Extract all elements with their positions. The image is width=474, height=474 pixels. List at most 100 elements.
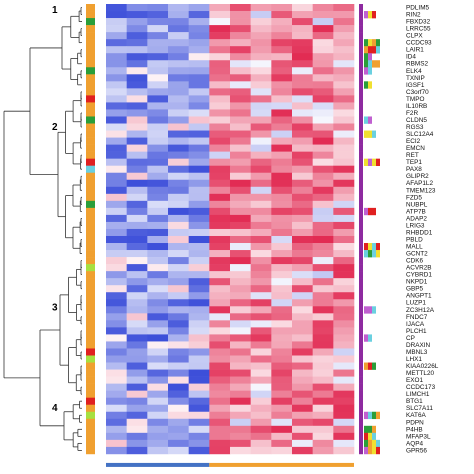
heatmap-cell xyxy=(168,53,189,61)
heatmap-cell xyxy=(209,278,231,286)
heatmap-cell xyxy=(292,123,313,131)
right-annotation-cell xyxy=(359,390,363,398)
heatmap-cell xyxy=(333,67,355,75)
heatmap-cell xyxy=(168,130,189,138)
heatmap-cell xyxy=(230,67,251,75)
heatmap-cell xyxy=(333,397,355,406)
cluster-label: 2 xyxy=(52,122,58,133)
heatmap-cell xyxy=(209,313,231,321)
heatmap-cell xyxy=(312,376,334,384)
heatmap-cell xyxy=(147,116,169,124)
right-annotation-cell xyxy=(368,130,372,138)
left-annotation-cell xyxy=(86,390,95,398)
heatmap-cell xyxy=(333,81,355,89)
left-annotation-cell xyxy=(86,165,95,174)
heatmap-cell xyxy=(147,243,169,251)
left-annotation-cell xyxy=(86,446,95,455)
heatmap-cell xyxy=(209,151,231,159)
heatmap-cell xyxy=(126,320,148,328)
right-annotation-cell xyxy=(359,250,363,258)
heatmap-cell xyxy=(271,137,293,145)
gene-label: PBLD xyxy=(406,236,423,243)
heatmap-cell xyxy=(147,214,169,223)
heatmap-cell xyxy=(292,137,313,145)
right-annotation-cell xyxy=(359,81,363,89)
heatmap-cell xyxy=(209,327,231,335)
left-annotation-cell xyxy=(86,116,95,124)
left-annotation-cell xyxy=(86,53,95,61)
heatmap-cell xyxy=(230,193,251,202)
heatmap-cell xyxy=(188,137,210,145)
heatmap-cell xyxy=(106,53,127,61)
gene-label: LIMCH1 xyxy=(406,391,430,398)
heatmap-cell xyxy=(106,186,127,195)
gene-label: NUBPL xyxy=(406,201,428,208)
heatmap-cell xyxy=(126,74,148,82)
heatmap-cell xyxy=(230,186,251,195)
heatmap-cell xyxy=(147,228,169,237)
heatmap-cell xyxy=(188,207,210,216)
heatmap-cell xyxy=(333,137,355,145)
heatmap-cell xyxy=(333,348,355,356)
heatmap-cell xyxy=(271,123,293,131)
heatmap-cell xyxy=(312,355,334,363)
heatmap-cell xyxy=(106,95,127,103)
heatmap-cell xyxy=(312,418,334,427)
heatmap-cell xyxy=(168,278,189,286)
heatmap-cell xyxy=(271,130,293,138)
heatmap-cell xyxy=(292,116,313,124)
right-annotation-cell xyxy=(376,411,380,420)
left-annotation-cell xyxy=(86,67,95,75)
heatmap-cell xyxy=(209,221,231,230)
left-annotation-cell xyxy=(86,320,95,328)
heatmap-cell xyxy=(168,334,189,342)
heatmap-cell xyxy=(147,397,169,406)
heatmap-cell xyxy=(250,32,272,40)
heatmap-cell xyxy=(168,327,189,335)
heatmap-cell xyxy=(106,235,127,244)
heatmap-cell xyxy=(250,264,272,272)
heatmap-cell xyxy=(292,292,313,300)
heatmap-cell xyxy=(168,369,189,377)
right-annotation-cell xyxy=(368,243,372,251)
left-annotation-cell xyxy=(86,172,95,181)
heatmap-cell xyxy=(168,425,189,434)
heatmap-cell xyxy=(333,418,355,427)
heatmap-cell xyxy=(209,95,231,103)
right-annotation-cell xyxy=(376,60,380,68)
heatmap-cell xyxy=(126,397,148,406)
heatmap-cell xyxy=(209,348,231,356)
heatmap-cell xyxy=(126,179,148,188)
heatmap-cell xyxy=(292,320,313,328)
heatmap-cell xyxy=(126,25,148,33)
heatmap-cell xyxy=(126,39,148,47)
heatmap-cell xyxy=(147,271,169,279)
gene-label: ACVR2B xyxy=(406,265,432,272)
right-annotation-cell xyxy=(359,74,363,82)
gene-label: LRIG3 xyxy=(406,222,425,229)
right-annotation-cell xyxy=(359,179,363,188)
heatmap-cell xyxy=(292,32,313,40)
heatmap-cell xyxy=(271,116,293,124)
heatmap-cell xyxy=(312,383,334,391)
heatmap-cell xyxy=(147,60,169,68)
heatmap-cell xyxy=(333,116,355,124)
heatmap-cell xyxy=(312,313,334,321)
heatmap-cell xyxy=(333,95,355,103)
heatmap-cell xyxy=(250,67,272,75)
heatmap-cell xyxy=(209,81,231,89)
right-annotation-cell xyxy=(364,46,368,54)
heatmap-cell xyxy=(106,313,127,321)
heatmap-cell xyxy=(250,383,272,391)
right-annotation-cell xyxy=(368,11,372,19)
heatmap-cell xyxy=(271,355,293,363)
heatmap-cell xyxy=(312,278,334,286)
heatmap-cell xyxy=(147,4,169,12)
heatmap-cell xyxy=(147,137,169,145)
heatmap-cell xyxy=(271,67,293,75)
heatmap-cell xyxy=(126,116,148,124)
heatmap-cell xyxy=(147,123,169,131)
heatmap-cell xyxy=(250,74,272,82)
heatmap-cell xyxy=(168,376,189,384)
